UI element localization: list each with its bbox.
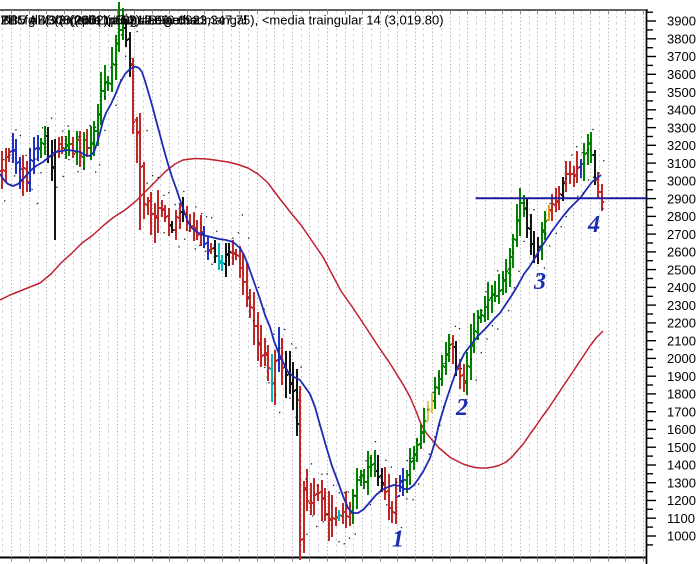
svg-text:3600: 3600: [667, 67, 696, 82]
svg-text:3000: 3000: [667, 174, 696, 189]
svg-text:3700: 3700: [667, 49, 696, 64]
svg-text:1300: 1300: [667, 475, 696, 490]
svg-text:1500: 1500: [667, 440, 696, 455]
svg-text:1000: 1000: [667, 529, 696, 544]
svg-text:1700: 1700: [667, 404, 696, 419]
svg-text:2: 2: [455, 395, 468, 421]
svg-text:3500: 3500: [667, 85, 696, 100]
svg-text:1200: 1200: [667, 493, 696, 508]
svg-text:1600: 1600: [667, 422, 696, 437]
svg-text:3900: 3900: [667, 14, 696, 29]
svg-text:2400: 2400: [667, 280, 696, 295]
svg-text:2200: 2200: [667, 316, 696, 331]
svg-text:2700: 2700: [667, 227, 696, 242]
svg-text:3100: 3100: [667, 156, 696, 171]
svg-text:2100: 2100: [667, 333, 696, 348]
svg-text:2300: 2300: [667, 298, 696, 313]
svg-text:3: 3: [533, 269, 546, 295]
svg-text:media traingular (0.6923,347.7: media traingular (0.6923,347.75), <media…: [66, 13, 444, 28]
svg-text:1100: 1100: [667, 511, 695, 526]
svg-text:BBV di (300 (tp52) # 0912 e a: BBV di (300 (tp52) # 0912 e a cha: [1, 13, 198, 28]
svg-text:2Ht fg 4Br(8(260(1p52) # B9ge: 2Ht fg 4Br(8(260(1p52) # B9ge ti a: [1, 13, 201, 28]
svg-text:3300: 3300: [667, 120, 696, 135]
svg-text:1800: 1800: [667, 387, 696, 402]
svg-text:2800: 2800: [667, 209, 696, 224]
svg-text:Tif 5 ABr (3 (2001 (p 52) # 09: Tif 5 ABr (3 (2001 (p 52) # 09 eti adman…: [1, 13, 247, 28]
svg-text:1900: 1900: [667, 369, 696, 384]
svg-text:1400: 1400: [667, 458, 696, 473]
svg-text:2000: 2000: [667, 351, 696, 366]
svg-text:3400: 3400: [667, 103, 696, 118]
svg-text:2600: 2600: [667, 245, 696, 260]
svg-text:3200: 3200: [667, 138, 696, 153]
svg-text:2500: 2500: [667, 262, 696, 277]
svg-text:4: 4: [587, 212, 600, 238]
svg-text:2900: 2900: [667, 191, 696, 206]
svg-text:1: 1: [392, 527, 404, 553]
svg-text:3800: 3800: [667, 32, 696, 47]
